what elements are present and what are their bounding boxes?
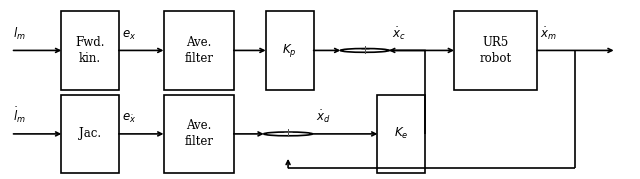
Bar (378, 95, 426, 173)
Text: $\dot{l}_m$: $\dot{l}_m$ (13, 105, 26, 125)
Text: +: + (283, 127, 294, 140)
Text: Jac.: Jac. (79, 127, 101, 140)
Bar (454, 11, 537, 90)
Text: $e_x$: $e_x$ (122, 28, 136, 42)
Text: $\dot{x}_m$: $\dot{x}_m$ (540, 25, 557, 42)
Text: $K_p$: $K_p$ (282, 42, 297, 59)
Bar (164, 95, 234, 173)
Text: $K_e$: $K_e$ (394, 126, 408, 141)
Bar (61, 11, 119, 90)
Text: $\dot{x}_c$: $\dot{x}_c$ (392, 25, 406, 42)
Text: +: + (359, 44, 370, 57)
Text: Ave.
filter: Ave. filter (184, 36, 213, 65)
Ellipse shape (340, 49, 389, 52)
Text: $l_m$: $l_m$ (13, 25, 26, 42)
Bar (266, 11, 314, 90)
Text: Fwd.
kin.: Fwd. kin. (76, 36, 105, 65)
Bar (164, 11, 234, 90)
Ellipse shape (264, 132, 312, 136)
Text: $\dot{x}_d$: $\dot{x}_d$ (316, 108, 330, 125)
Bar (61, 95, 119, 173)
Text: $e_{\dot{x}}$: $e_{\dot{x}}$ (122, 112, 136, 125)
Text: UR5
robot: UR5 robot (479, 36, 512, 65)
Text: Ave.
filter: Ave. filter (184, 119, 213, 148)
